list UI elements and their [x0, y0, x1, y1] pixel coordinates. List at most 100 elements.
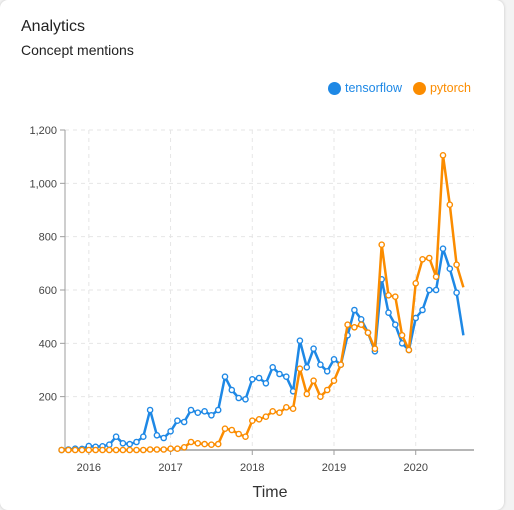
pytorch-point[interactable] [255, 415, 263, 423]
pytorch-point[interactable] [323, 386, 331, 394]
pytorch-point[interactable] [85, 446, 93, 454]
pytorch-point[interactable] [351, 323, 358, 331]
pytorch-point[interactable] [289, 405, 297, 413]
pytorch-point[interactable] [112, 446, 120, 454]
pytorch-point[interactable] [235, 430, 242, 438]
legend-item-pytorch[interactable]: pytorch [412, 81, 471, 95]
pytorch-point[interactable] [282, 403, 290, 411]
pytorch-point[interactable] [439, 151, 447, 159]
tensorflow-point[interactable] [357, 315, 365, 323]
pytorch-point[interactable] [248, 417, 256, 425]
tensorflow-point[interactable] [439, 245, 447, 252]
tensorflow-point[interactable] [208, 411, 215, 419]
pytorch-point[interactable] [310, 377, 317, 385]
tensorflow-point[interactable] [296, 337, 304, 345]
pytorch-point[interactable] [419, 255, 426, 263]
pytorch-point[interactable] [71, 446, 79, 454]
pytorch-point[interactable] [153, 446, 161, 453]
tensorflow-point[interactable] [112, 433, 120, 441]
tensorflow-point[interactable] [419, 306, 426, 314]
pytorch-point[interactable] [139, 446, 147, 454]
tensorflow-point[interactable] [323, 367, 331, 375]
pytorch-point[interactable] [337, 361, 345, 369]
pytorch-point[interactable] [296, 365, 304, 373]
pytorch-point[interactable] [201, 440, 208, 448]
pytorch-point[interactable] [119, 446, 127, 454]
tensorflow-point[interactable] [119, 439, 127, 447]
pytorch-point[interactable] [425, 254, 433, 262]
tensorflow-point[interactable] [242, 395, 249, 403]
tensorflow-point[interactable] [248, 375, 256, 383]
tensorflow-point[interactable] [282, 373, 290, 381]
tensorflow-point[interactable] [201, 407, 208, 415]
pytorch-point[interactable] [58, 446, 65, 454]
pytorch-point[interactable] [106, 446, 113, 454]
pytorch-point[interactable] [242, 433, 249, 441]
tensorflow-point[interactable] [330, 355, 338, 363]
legend-item-tensorflow[interactable]: tensorflow [328, 81, 402, 95]
pytorch-point[interactable] [262, 413, 270, 421]
tensorflow-point[interactable] [317, 361, 324, 369]
tensorflow-point[interactable] [146, 406, 154, 414]
tensorflow-point[interactable] [133, 438, 140, 446]
tensorflow-point[interactable] [194, 409, 202, 417]
pytorch-point[interactable] [371, 345, 379, 353]
tensorflow-point[interactable] [187, 406, 195, 414]
tensorflow-point[interactable] [153, 431, 161, 439]
pytorch-point[interactable] [391, 293, 399, 301]
tensorflow-point[interactable] [276, 370, 283, 378]
tensorflow-point[interactable] [425, 286, 433, 294]
pytorch-point[interactable] [378, 241, 386, 248]
pytorch-point[interactable] [317, 393, 324, 401]
pytorch-point[interactable] [65, 446, 72, 454]
tensorflow-point[interactable] [126, 440, 133, 448]
tensorflow-point[interactable] [106, 441, 113, 449]
tensorflow-point[interactable] [221, 373, 229, 381]
tensorflow-point[interactable] [255, 374, 263, 382]
pytorch-point[interactable] [92, 446, 99, 454]
pytorch-point[interactable] [221, 425, 229, 433]
pytorch-point[interactable] [167, 445, 174, 453]
pytorch-point[interactable] [446, 201, 454, 208]
pytorch-point[interactable] [228, 426, 236, 434]
tensorflow-point[interactable] [235, 394, 242, 402]
pytorch-point[interactable] [180, 443, 188, 451]
pytorch-point[interactable] [412, 279, 420, 287]
pytorch-point[interactable] [276, 409, 283, 417]
pytorch-point[interactable] [385, 291, 392, 299]
pytorch-point[interactable] [364, 329, 372, 337]
tensorflow-point[interactable] [262, 379, 270, 387]
tensorflow-point[interactable] [351, 306, 358, 314]
tensorflow-point[interactable] [214, 406, 222, 414]
tensorflow-point[interactable] [269, 363, 277, 371]
pytorch-point[interactable] [344, 321, 351, 329]
pytorch-point[interactable] [303, 390, 311, 398]
pytorch-point[interactable] [405, 346, 413, 354]
pytorch-point[interactable] [432, 273, 440, 281]
pytorch-point[interactable] [214, 440, 222, 448]
tensorflow-point[interactable] [139, 433, 147, 441]
tensorflow-point[interactable] [310, 345, 317, 353]
pytorch-point[interactable] [357, 321, 365, 329]
pytorch-point[interactable] [208, 441, 215, 449]
tensorflow-point[interactable] [303, 363, 311, 371]
pytorch-point[interactable] [146, 446, 154, 453]
tensorflow-point[interactable] [180, 418, 188, 426]
pytorch-point[interactable] [78, 446, 86, 454]
pytorch-point[interactable] [174, 445, 181, 453]
tensorflow-point[interactable] [432, 286, 440, 294]
tensorflow-point[interactable] [167, 427, 174, 435]
tensorflow-point[interactable] [412, 314, 420, 322]
pytorch-point[interactable] [398, 331, 406, 339]
tensorflow-point[interactable] [228, 386, 236, 394]
pytorch-point[interactable] [330, 377, 338, 385]
tensorflow-point[interactable] [385, 309, 392, 317]
tensorflow-point[interactable] [174, 417, 181, 425]
tensorflow-point[interactable] [160, 434, 167, 442]
pytorch-point[interactable] [126, 446, 133, 454]
tensorflow-point[interactable] [391, 321, 399, 329]
pytorch-point[interactable] [187, 438, 195, 446]
pytorch-point[interactable] [453, 261, 460, 269]
pytorch-point[interactable] [99, 446, 106, 454]
tensorflow-point[interactable] [453, 289, 460, 297]
